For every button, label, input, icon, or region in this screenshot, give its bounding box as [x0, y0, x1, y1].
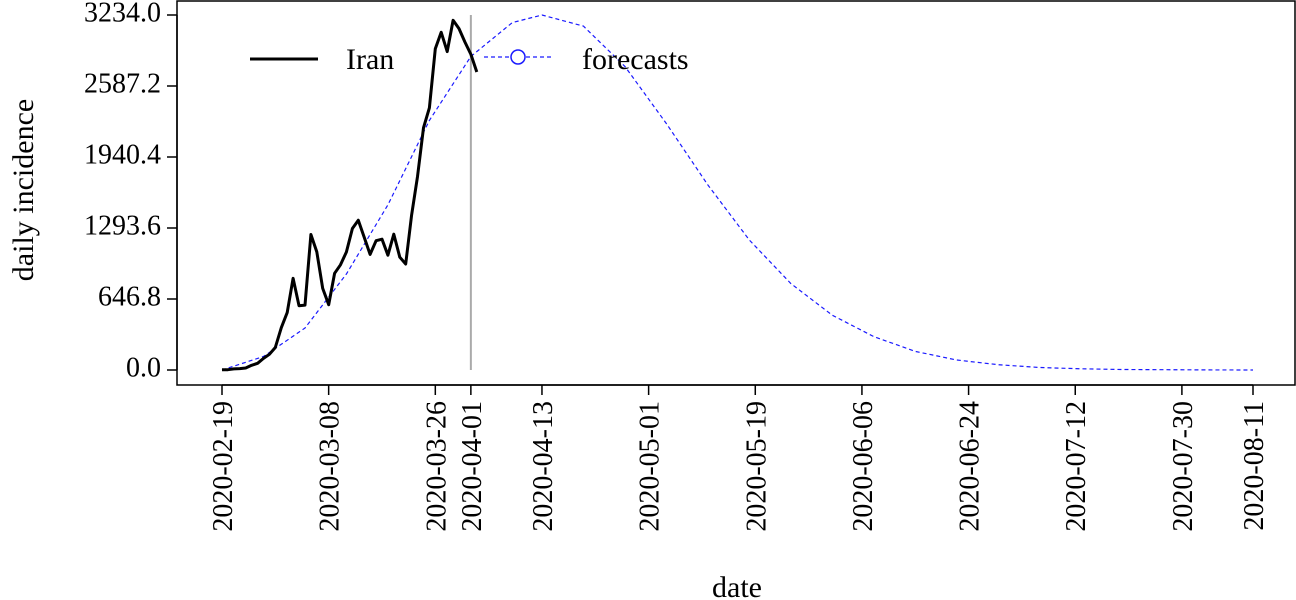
x-tick-label: 2020-04-01 — [457, 401, 488, 532]
y-tick-label: 1940.4 — [84, 139, 161, 170]
y-tick-label: 3234.0 — [84, 0, 161, 28]
series-iran-line — [221, 18, 479, 372]
x-axis-title: date — [712, 571, 762, 600]
y-tick-label: 0.0 — [126, 352, 161, 383]
x-tick-label: 2020-06-24 — [955, 401, 986, 532]
x-tick-label: 2020-02-19 — [208, 401, 239, 532]
y-tick-label: 2587.2 — [84, 68, 161, 99]
y-tick-label: 646.8 — [98, 281, 161, 312]
x-tick-label: 2020-08-11 — [1239, 401, 1270, 531]
series-forecasts-line — [221, 14, 1254, 371]
x-tick-label: 2020-03-26 — [421, 401, 452, 532]
y-tick-label: 1293.6 — [84, 210, 161, 241]
x-tick-label: 2020-07-30 — [1168, 401, 1199, 532]
legend-iran-label: Iran — [346, 43, 394, 76]
legend: Iran forecasts — [250, 43, 689, 76]
y-axis-title: daily incidence — [7, 99, 40, 281]
plot-frame — [176, 0, 1296, 386]
x-tick-label: 2020-07-12 — [1061, 401, 1092, 532]
legend-forecasts-label: forecasts — [582, 43, 689, 76]
x-tick-label: 2020-04-13 — [528, 401, 559, 532]
x-axis: 2020-02-19 2020-03-08 2020-03-26 2020-04-01… — [208, 384, 1270, 532]
x-tick-label: 2020-06-06 — [848, 401, 879, 532]
x-tick-label: 2020-05-01 — [635, 401, 666, 532]
y-axis: 0.0 646.8 1293.6 1940.4 2587.2 3234.0 — [84, 0, 178, 383]
x-tick-label: 2020-03-08 — [315, 401, 346, 532]
x-tick-label: 2020-05-19 — [741, 401, 772, 532]
legend-forecasts-marker — [510, 49, 526, 65]
